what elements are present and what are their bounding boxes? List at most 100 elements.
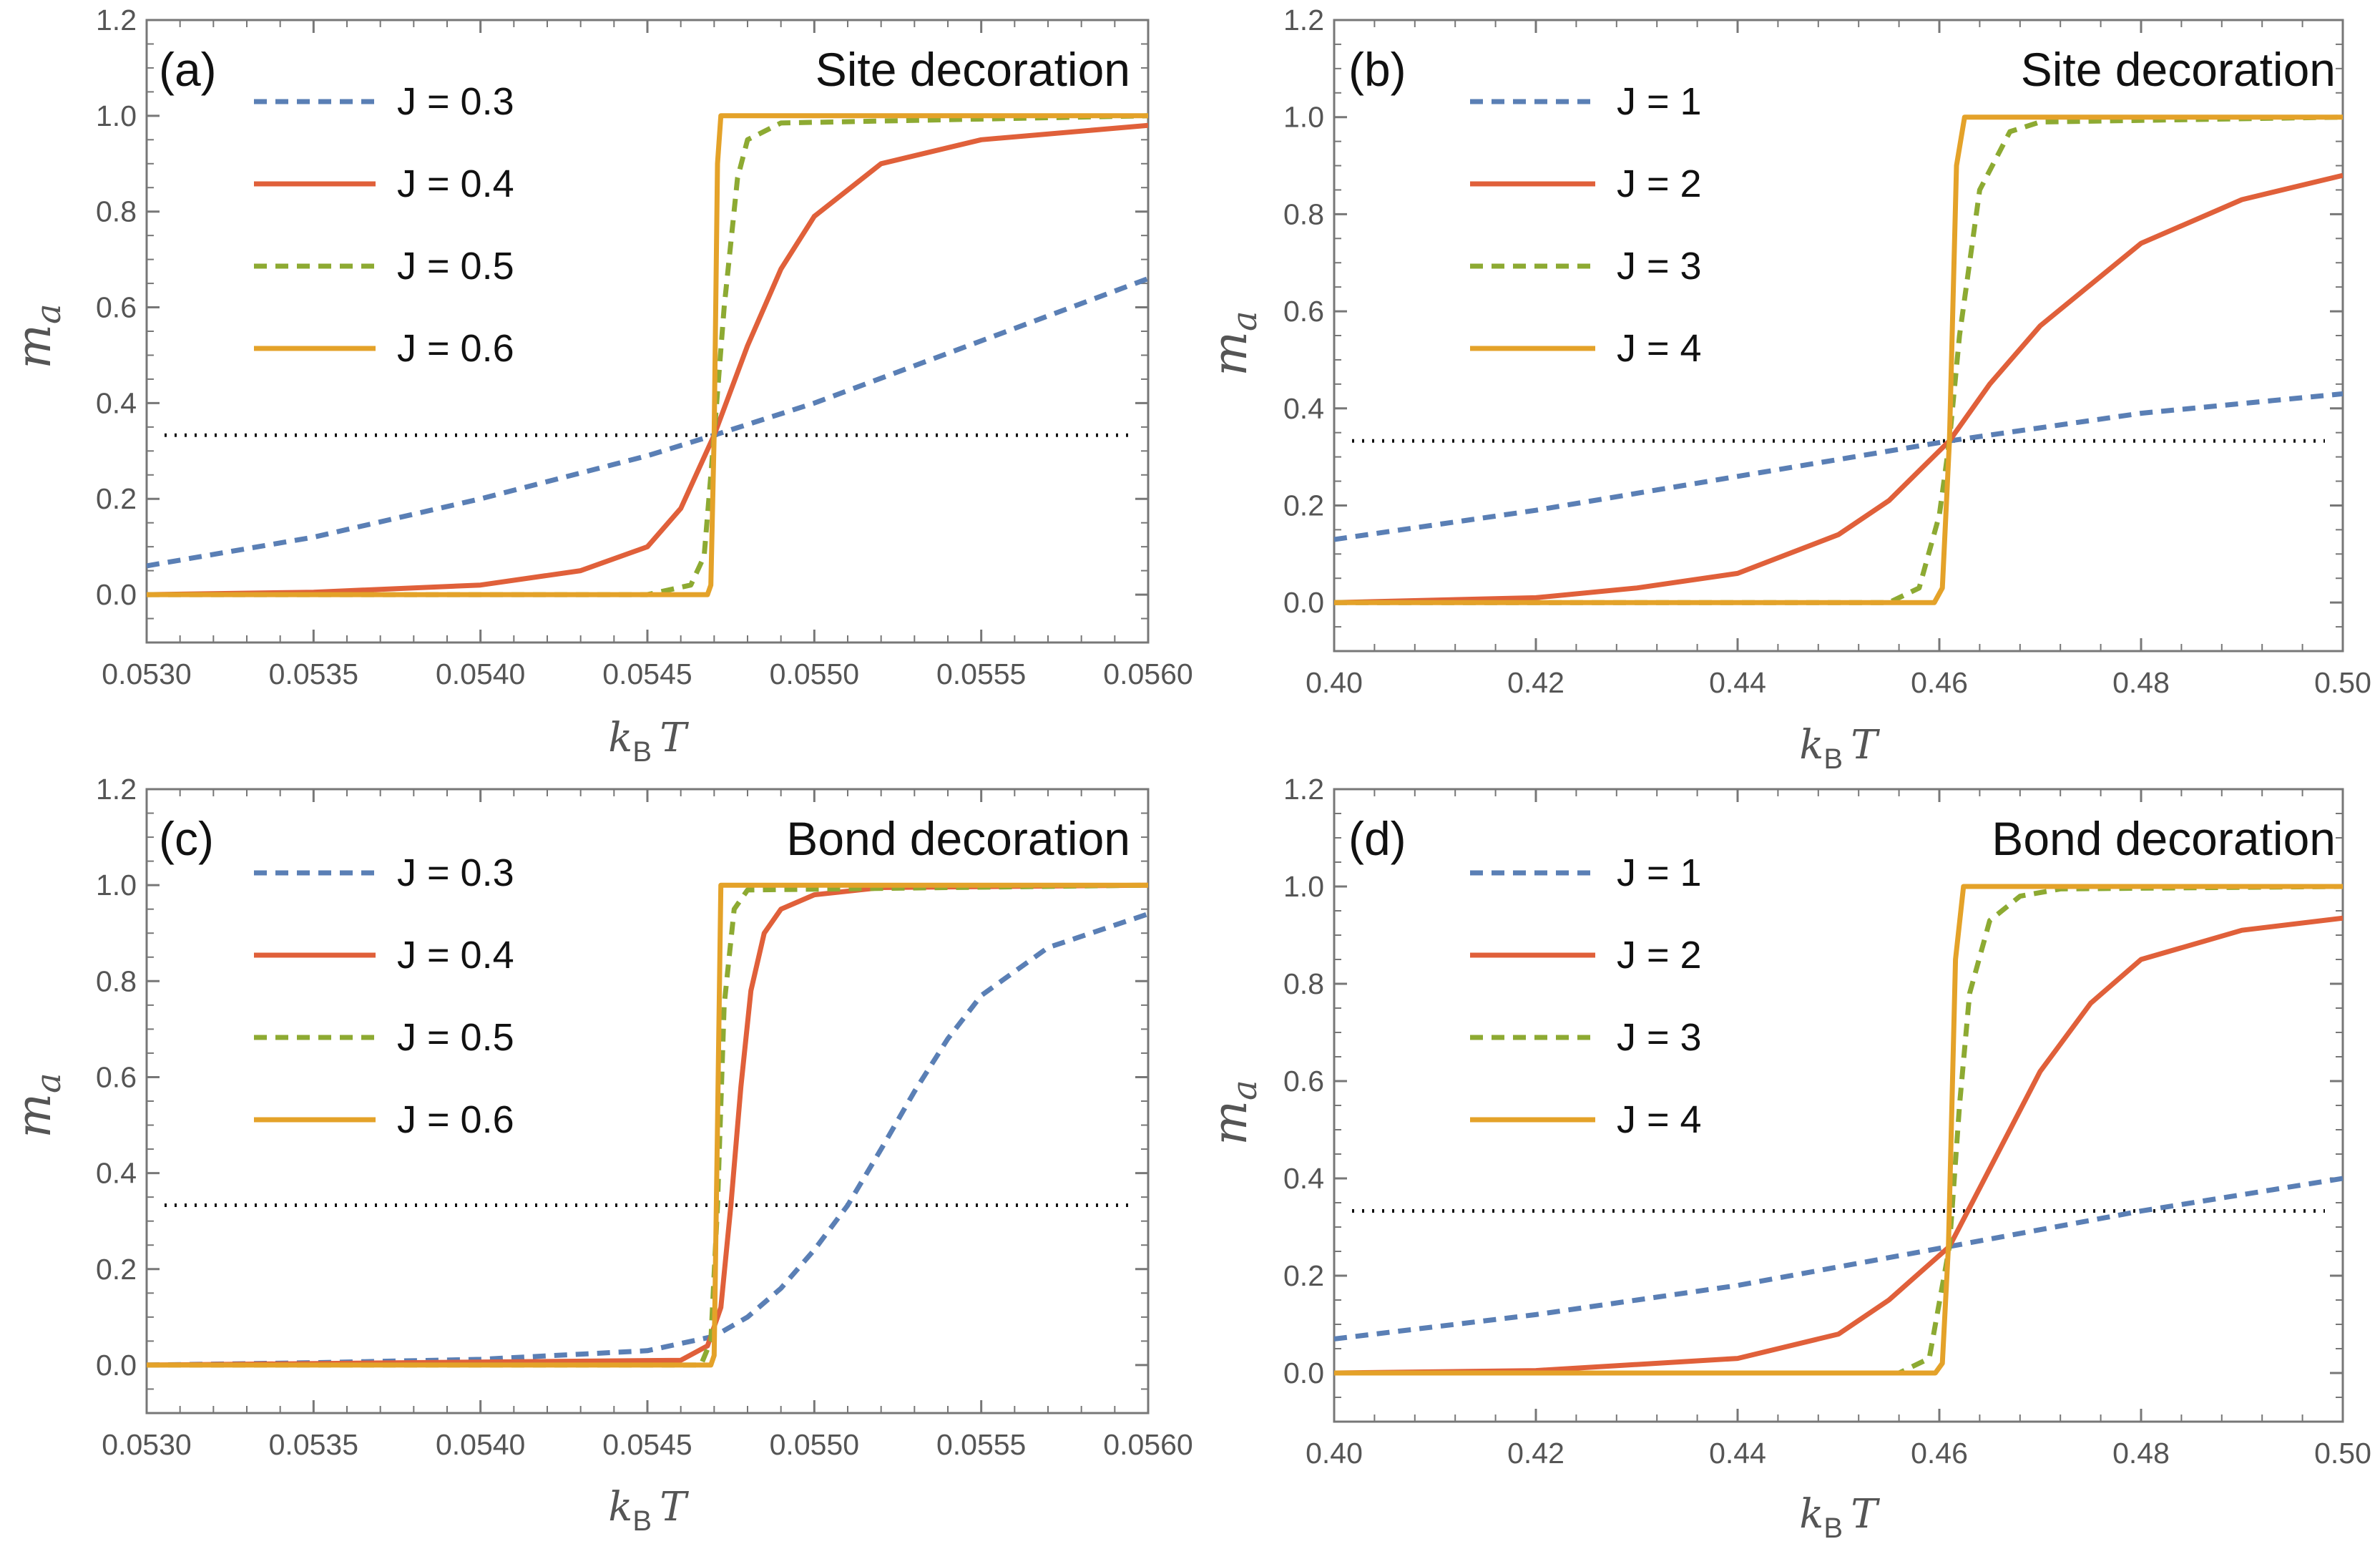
x-tick-label: 0.0535 (269, 658, 358, 690)
series-line-2 (1334, 172, 2343, 605)
x-axis-label: kB T (1799, 1491, 1880, 1544)
panel-title: Site decoration (2021, 43, 2336, 96)
series-line-1 (147, 276, 1148, 569)
x-tick-label: 0.0555 (936, 658, 1026, 690)
x-axis-label: kB T (608, 715, 689, 768)
series-line-3 (1334, 884, 2343, 1376)
x-tick-label: 0.0550 (770, 1428, 859, 1461)
y-tick-label: 0.8 (1283, 197, 1324, 230)
y-tick-label: 1.2 (96, 4, 137, 36)
y-tick-label: 0.8 (1283, 967, 1324, 1000)
y-tick-label: 1.0 (96, 99, 137, 132)
y-tick-label: 0.6 (96, 1060, 137, 1093)
panel-title: Bond decoration (1992, 812, 2336, 865)
legend-label-3: J = 3 (1617, 1016, 1702, 1059)
x-tick-label: 0.48 (2112, 1437, 2170, 1470)
y-tick-label: 0.4 (96, 386, 137, 419)
x-tick-label: 0.50 (2314, 1437, 2371, 1470)
legend-label-2: J = 2 (1617, 934, 1702, 977)
x-tick-label: 0.0545 (602, 658, 692, 690)
y-tick-label: 0.4 (96, 1157, 137, 1190)
x-tick-label: 0.44 (1709, 1437, 1766, 1470)
y-tick-label: 1.0 (1283, 870, 1324, 903)
x-tick-label: 0.0550 (770, 658, 859, 690)
x-tick-label: 0.0535 (269, 1428, 358, 1461)
legend-label-1: J = 1 (1617, 80, 1702, 123)
series-line-2 (1334, 915, 2343, 1376)
x-tick-label: 0.40 (1306, 666, 1363, 699)
legend-label-2: J = 0.4 (397, 934, 514, 977)
series-line-1 (147, 912, 1148, 1368)
panel-letter: (a) (159, 43, 217, 96)
panel-d: 0.40 0.42 0.44 0.46 0.48 0.50 0.0 0.2 0.4 0.6 0.8 1… (1203, 773, 2371, 1544)
legend-label-2: J = 2 (1617, 162, 1702, 205)
y-tick-label: 1.0 (96, 869, 137, 902)
y-tick-label: 1.2 (1283, 773, 1324, 806)
y-axis-label: ma (1203, 311, 1265, 376)
x-tick-label: 0.0560 (1103, 1428, 1193, 1461)
y-axis-label: ma (1203, 1080, 1265, 1145)
legend-label-3: J = 3 (1617, 245, 1702, 288)
legend-label-2: J = 0.4 (397, 162, 514, 205)
y-tick-label: 0.4 (1283, 392, 1324, 425)
panel-a: 0.0530 0.0535 0.0540 0.0545 0.0550 0.0555 0.05… (6, 4, 1193, 768)
x-axis-label: kB T (608, 1484, 689, 1537)
y-axis-label: ma (6, 303, 69, 368)
series-line-4 (1334, 114, 2343, 605)
series-line-4 (147, 113, 1148, 597)
x-tick-label: 0.0555 (936, 1428, 1026, 1461)
x-tick-label: 0.0530 (102, 658, 191, 690)
panel-letter: (d) (1348, 812, 1406, 865)
y-tick-label: 0.6 (96, 291, 137, 324)
legend-label-3: J = 0.5 (397, 245, 514, 288)
legend-label-4: J = 0.6 (397, 1098, 514, 1141)
y-tick-label: 0.8 (96, 964, 137, 997)
y-tick-label: 0.8 (96, 195, 137, 228)
legend-label-4: J = 4 (1617, 327, 1702, 370)
series-line-3 (147, 882, 1148, 1368)
legend-label-1: J = 0.3 (397, 80, 514, 123)
x-tick-label: 0.46 (1911, 666, 1968, 699)
x-tick-label: 0.44 (1709, 666, 1766, 699)
legend-label-1: J = 1 (1617, 851, 1702, 894)
y-tick-label: 0.6 (1283, 1065, 1324, 1098)
y-tick-label: 0.2 (1283, 1259, 1324, 1292)
y-tick-label: 0.0 (1283, 1357, 1324, 1389)
x-tick-label: 0.0540 (436, 1428, 525, 1461)
series-line-4 (147, 882, 1148, 1368)
legend-label-4: J = 4 (1617, 1098, 1702, 1141)
y-tick-label: 0.2 (96, 482, 137, 515)
x-tick-label: 0.0560 (1103, 658, 1193, 690)
panel-letter: (c) (159, 812, 214, 865)
legend-label-4: J = 0.6 (397, 327, 514, 370)
y-tick-label: 0.2 (96, 1253, 137, 1286)
x-tick-label: 0.42 (1507, 1437, 1564, 1470)
panel-c: 0.0530 0.0535 0.0540 0.0545 0.0550 0.0555 0.05… (6, 773, 1193, 1537)
y-tick-label: 0.4 (1283, 1162, 1324, 1195)
panel-title: Site decoration (816, 43, 1130, 96)
x-axis-label: kB T (1799, 722, 1880, 775)
y-tick-label: 1.0 (1283, 101, 1324, 134)
x-tick-label: 0.0530 (102, 1428, 191, 1461)
y-tick-label: 0.0 (1283, 586, 1324, 619)
x-tick-label: 0.46 (1911, 1437, 1968, 1470)
legend-label-3: J = 0.5 (397, 1016, 514, 1059)
x-tick-label: 0.48 (2112, 666, 2170, 699)
y-tick-label: 0.0 (96, 1349, 137, 1382)
panel-letter: (b) (1348, 43, 1406, 96)
panel-b: 0.40 0.42 0.44 0.46 0.48 0.50 0.0 0.2 0.4 0.6 0.8 1… (1203, 4, 2371, 775)
x-tick-label: 0.50 (2314, 666, 2371, 699)
y-axis-label: ma (6, 1073, 69, 1138)
series-line-3 (1334, 114, 2343, 605)
y-tick-label: 0.2 (1283, 489, 1324, 522)
series-line-1 (1334, 391, 2343, 542)
x-tick-label: 0.0545 (602, 1428, 692, 1461)
y-tick-label: 1.2 (96, 773, 137, 806)
x-tick-label: 0.42 (1507, 666, 1564, 699)
y-tick-label: 0.0 (96, 578, 137, 611)
x-tick-label: 0.0540 (436, 658, 525, 690)
series-line-2 (147, 882, 1148, 1368)
series-line-4 (1334, 884, 2343, 1376)
legend-label-1: J = 0.3 (397, 851, 514, 894)
